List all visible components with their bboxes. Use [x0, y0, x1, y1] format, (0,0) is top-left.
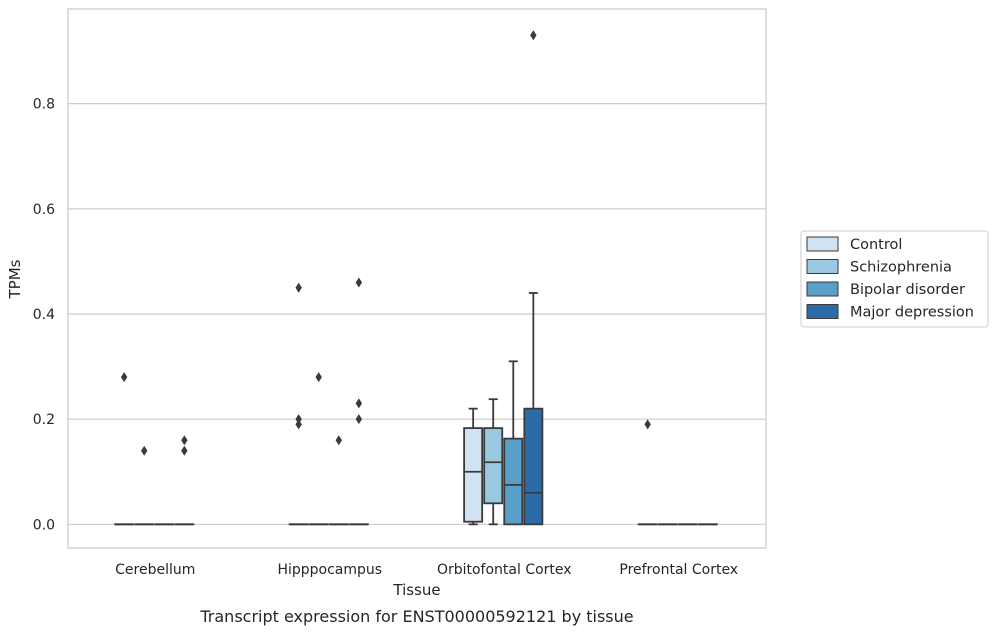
outlier-point: [295, 414, 302, 425]
legend: Control Schizophrenia Bipolar disorder Majo…: [800, 230, 989, 328]
legend-label: Bipolar disorder: [850, 282, 965, 298]
box: [637, 419, 658, 526]
outlier-point: [644, 419, 651, 430]
outlier-point: [315, 372, 322, 383]
legend-label: Major depression: [850, 305, 974, 321]
series-major-depression: [174, 30, 718, 526]
box: [503, 360, 524, 526]
outlier-point: [355, 414, 363, 425]
legend-swatch: [806, 304, 839, 319]
series-bipolar-disorder: [154, 360, 698, 526]
x-tick-label: Orbitofontal Cortex: [437, 562, 572, 578]
y-axis-label: TPMs: [6, 259, 24, 299]
box: [328, 435, 349, 526]
box: [308, 372, 329, 526]
box-body: [503, 437, 524, 526]
y-tick-labels: 0.0 0.2 0.4 0.6 0.8: [33, 97, 55, 534]
outlier-point: [181, 445, 188, 456]
outlier-point: [295, 419, 302, 430]
legend-swatch: [806, 281, 839, 297]
box: [174, 435, 195, 526]
legend-frame: [800, 230, 989, 328]
outlier-point: [530, 30, 537, 41]
y-tick-label: 0.4: [33, 307, 55, 323]
outlier-point: [141, 445, 148, 456]
outlier-point: [355, 398, 363, 409]
box: [483, 398, 504, 526]
outlier-point: [295, 282, 302, 293]
outlier-point: [335, 435, 342, 446]
box: [134, 445, 155, 526]
series-schizophrenia: [134, 372, 678, 526]
box: [288, 282, 309, 526]
legend-swatch: [806, 236, 839, 252]
legend-label: Schizophrenia: [850, 260, 952, 276]
y-tick-label: 0.2: [33, 412, 55, 428]
y-tick-label: 0.0: [33, 517, 55, 533]
legend-swatch: [806, 259, 839, 274]
x-axis-label: Tissue: [392, 581, 440, 599]
box: [463, 407, 484, 526]
legend-label: Control: [850, 237, 902, 253]
y-tick-label: 0.6: [33, 202, 55, 218]
box-body: [523, 407, 544, 526]
outlier-point: [120, 372, 128, 383]
series-control: [114, 282, 658, 526]
x-tick-label: Cerebellum: [115, 562, 195, 578]
outlier-point: [355, 277, 363, 288]
chart-caption: Transcript expression for ENST0000059212…: [199, 607, 633, 626]
x-tick-label: Hipppocampus: [277, 562, 382, 578]
outlier-point: [181, 435, 188, 446]
x-tick-labels: Cerebellum Hipppocampus Orbitofontal Corte…: [115, 562, 738, 578]
box: [348, 277, 369, 526]
y-tick-label: 0.8: [33, 97, 55, 113]
plot-frame: [67, 8, 767, 549]
box: [114, 372, 135, 526]
box-body: [463, 427, 484, 523]
box-body: [483, 427, 504, 505]
grid-lines: [68, 103, 766, 525]
box-series: [114, 30, 718, 526]
x-tick-label: Prefrontal Cortex: [619, 562, 738, 578]
box: [523, 30, 544, 526]
